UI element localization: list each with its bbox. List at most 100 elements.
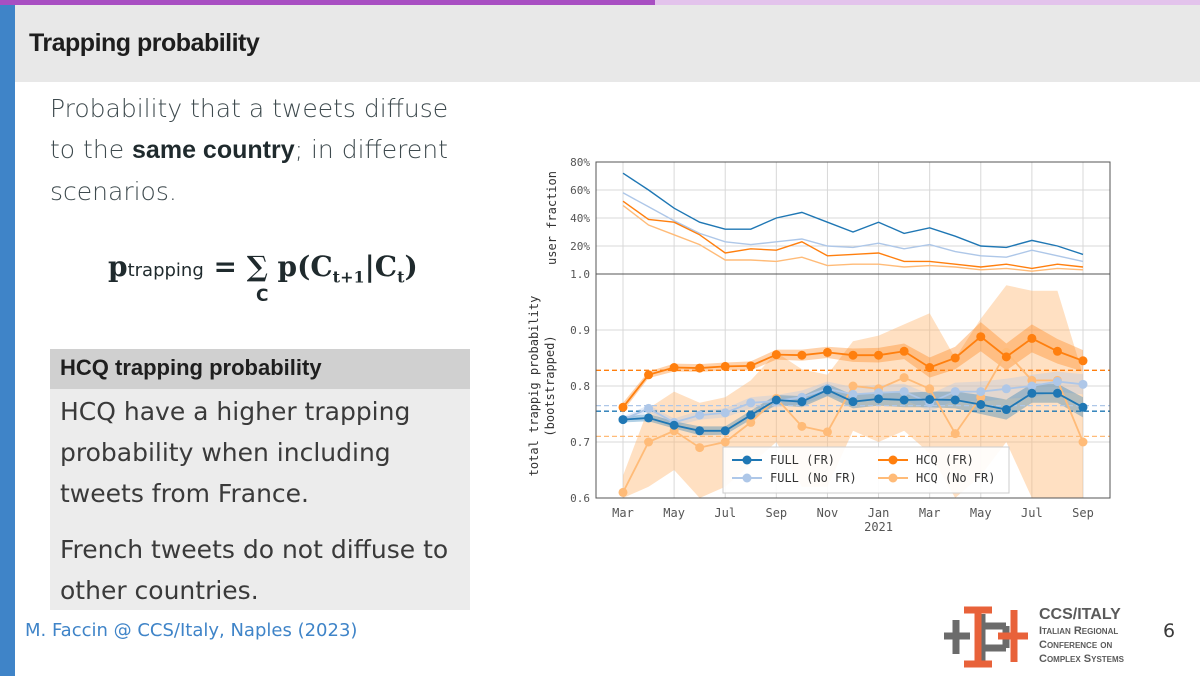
logo-line4: Complex Systems	[1039, 653, 1125, 665]
hcq-box-text-2: French tweets do not diffuse to other co…	[60, 535, 449, 605]
point-full_fr	[1078, 402, 1088, 412]
x-tick-label: Nov	[817, 506, 839, 520]
y-tick-label: 0.9	[570, 324, 590, 337]
point-full_nofr	[695, 410, 705, 420]
x-tick-label: Sep	[765, 506, 787, 520]
point-hcq_nofr	[746, 417, 756, 427]
x-tick-label: Jul	[1021, 506, 1043, 520]
slide-progress-remaining	[655, 0, 1200, 5]
series-line-hcq_nofr	[622, 204, 1084, 272]
logo-line3: Conference on	[1039, 639, 1113, 651]
point-hcq_nofr	[720, 437, 730, 447]
y-tick-label: 0.7	[570, 436, 590, 449]
point-hcq_fr	[822, 347, 832, 357]
point-full_fr	[848, 397, 858, 407]
x-tick-label: Sep	[1072, 506, 1094, 520]
point-hcq_fr	[1001, 352, 1011, 362]
point-full_fr	[771, 395, 781, 405]
x-year-label: 2021	[864, 520, 893, 534]
footer-author: M. Faccin @ CCS/Italy, Naples (2023)	[25, 620, 358, 641]
point-hcq_nofr	[797, 421, 807, 431]
point-full_fr	[695, 426, 705, 436]
point-full_nofr	[720, 408, 730, 418]
point-full_nofr	[950, 387, 960, 397]
y-tick-label: 0.8	[570, 380, 590, 393]
intro-text: Probability that a tweets diffuse to the…	[50, 88, 480, 212]
point-full_fr	[950, 395, 960, 405]
y-tick-label: 60%	[570, 184, 590, 197]
point-hcq_fr	[899, 346, 909, 356]
point-hcq_fr	[644, 370, 654, 380]
point-full_nofr	[848, 389, 858, 399]
legend-marker-hcq_fr	[888, 455, 898, 465]
point-hcq_fr	[797, 350, 807, 360]
point-hcq_fr	[669, 363, 679, 373]
point-hcq_fr	[618, 402, 628, 412]
legend-label-hcq_fr: HCQ (FR)	[916, 453, 974, 467]
logo-line2: Italian Regional	[1039, 625, 1119, 637]
trapping-formula: ptrapping = ∑ p(Ct+1|Ct) C	[108, 250, 418, 306]
point-full_fr	[720, 426, 730, 436]
legend-marker-full_nofr	[742, 473, 752, 483]
point-hcq_fr	[874, 350, 884, 360]
x-tick-label: Jul	[714, 506, 736, 520]
legend-label-full_nofr: FULL (No FR)	[770, 471, 857, 485]
page-number: 6	[1163, 620, 1176, 642]
x-tick-label: May	[663, 506, 685, 520]
point-hcq_nofr	[925, 384, 935, 394]
hcq-box-header: HCQ trapping probability	[50, 349, 470, 389]
point-hcq_fr	[771, 350, 781, 360]
point-hcq_fr	[1078, 356, 1088, 366]
point-full_nofr	[1001, 384, 1011, 394]
series-line-full_nofr	[622, 192, 1084, 263]
point-hcq_fr	[695, 363, 705, 373]
band-hcq_fr	[623, 322, 1083, 412]
legend-marker-full_fr	[742, 455, 752, 465]
logo-line1: CCS/ITALY	[1039, 606, 1121, 623]
point-hcq_nofr	[644, 437, 654, 447]
point-hcq_fr	[1027, 333, 1037, 343]
point-full_fr	[746, 410, 756, 420]
y-tick-label: 80%	[570, 156, 590, 169]
point-hcq_fr	[848, 350, 858, 360]
y-tick-label: 1.0	[570, 268, 590, 281]
point-full_nofr	[899, 387, 909, 397]
point-hcq_fr	[976, 332, 986, 342]
point-full_fr	[899, 395, 909, 405]
point-hcq_nofr	[950, 429, 960, 439]
point-full_nofr	[874, 388, 884, 398]
point-hcq_fr	[1052, 346, 1062, 356]
x-tick-label: May	[970, 506, 992, 520]
point-hcq_nofr	[899, 373, 909, 383]
legend-label-full_fr: FULL (FR)	[770, 453, 835, 467]
x-tick-label: Jan	[868, 506, 890, 520]
x-tick-label: Mar	[612, 506, 634, 520]
point-full_fr	[1027, 388, 1037, 398]
y-axis-label-top: user fraction	[545, 171, 559, 265]
logo-text: CCS/ITALY Italian Regional Conference on…	[1039, 606, 1124, 666]
legend-marker-hcq_nofr	[888, 473, 898, 483]
intro-bold: same country	[132, 136, 295, 164]
trapping-chart: 80% 60% 40% 20% 1.0 0.9 0.8 0.7 0.6 Mar May Jul Sep N…	[520, 150, 1140, 544]
point-hcq_nofr	[618, 487, 628, 497]
point-hcq_fr	[925, 363, 935, 373]
point-full_fr	[822, 385, 832, 395]
ccs-logo	[944, 606, 1028, 668]
legend-box	[722, 446, 1010, 494]
left-accent-bar	[0, 0, 15, 676]
point-full_nofr	[1027, 381, 1037, 391]
series-line-full_fr	[622, 172, 1084, 256]
point-hcq_nofr	[695, 443, 705, 453]
y-tick-label: 40%	[570, 212, 590, 225]
point-full_fr	[976, 399, 986, 409]
point-full_fr	[874, 394, 884, 404]
hcq-box-title: HCQ trapping probability	[60, 355, 322, 380]
y-tick-label: 20%	[570, 240, 590, 253]
intro-part2: ; in different scenarios.	[50, 135, 448, 206]
y-axis-label-bottom-2: (bootstrapped)	[543, 335, 557, 436]
point-full_nofr	[1078, 379, 1088, 389]
point-hcq_nofr	[1078, 437, 1088, 447]
point-full_nofr	[1052, 377, 1062, 387]
point-full_fr	[925, 394, 935, 404]
point-full_nofr	[976, 387, 986, 397]
